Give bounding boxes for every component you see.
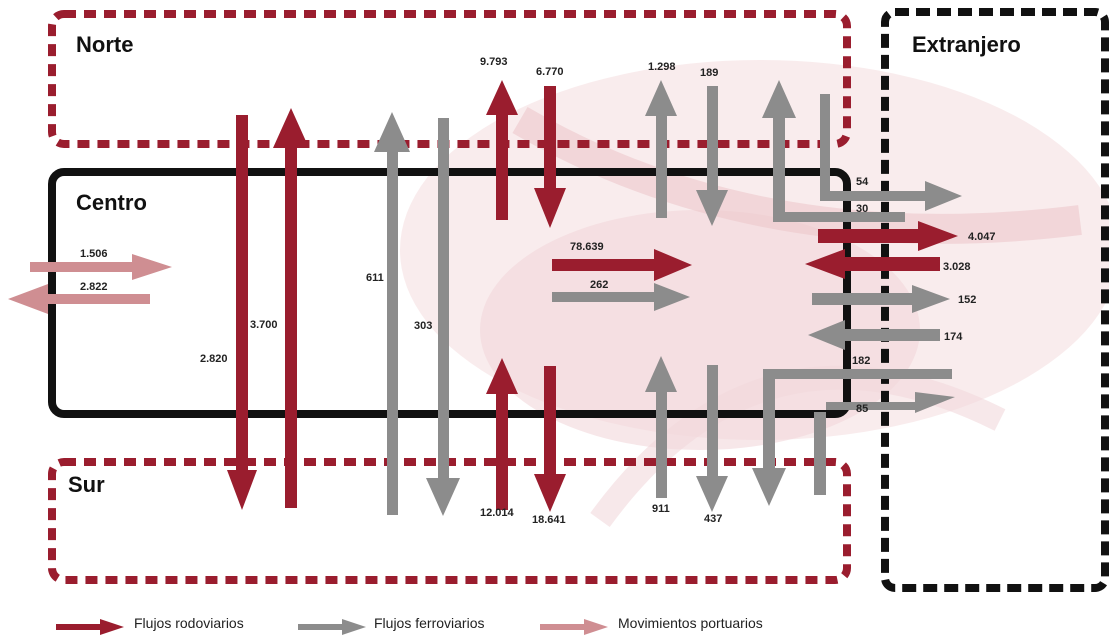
- road-arrow-6770-down: [534, 86, 566, 228]
- label-911: 911: [652, 503, 670, 515]
- region-box-sur: [48, 458, 851, 584]
- rail-arrow-611-up: [374, 112, 410, 515]
- legend-rail-arrow-icon: [298, 619, 366, 635]
- legend-rail: Flujos ferroviarios: [298, 615, 484, 635]
- label-2820: 2.820: [200, 353, 228, 365]
- road-arrow-2820-down: [227, 115, 257, 510]
- label-2822: 2.822: [80, 281, 108, 293]
- port-arrow-1506-right: [30, 254, 172, 280]
- road-arrow-3028-left: [805, 249, 940, 279]
- legend-port: Movimientos portuarios: [540, 615, 763, 635]
- rail-arrow-1298-up: [645, 80, 677, 218]
- label-78639: 78.639: [570, 241, 604, 253]
- rail-arrow-303-down: [426, 118, 460, 516]
- rail-arrow-911-up: [645, 356, 677, 498]
- region-box-norte: [48, 10, 851, 148]
- label-611: 611: [366, 272, 384, 284]
- rail-arrow-262-right: [552, 283, 690, 311]
- rail-arrow-30-up: [762, 80, 905, 222]
- label-152: 152: [958, 294, 976, 306]
- label-9793: 9.793: [480, 56, 508, 68]
- label-182: 182: [852, 355, 870, 367]
- legend-road-arrow-icon: [56, 619, 124, 635]
- road-arrow-4047-right: [818, 221, 958, 251]
- label-437: 437: [704, 513, 722, 525]
- label-4047: 4.047: [968, 231, 996, 243]
- rail-arrow-182-down: [752, 369, 952, 506]
- legend-road-label: Flujos rodoviarios: [134, 615, 244, 631]
- label-18641: 18.641: [532, 514, 566, 526]
- port-flows: [8, 254, 172, 314]
- rail-arrow-437-down: [696, 365, 728, 512]
- label-262: 262: [590, 279, 608, 291]
- label-1298: 1.298: [648, 61, 676, 73]
- legend-port-label: Movimientos portuarios: [618, 615, 763, 631]
- rail-arrow-152-right: [812, 285, 950, 313]
- road-arrow-78639-right: [552, 249, 692, 281]
- label-174: 174: [944, 331, 963, 343]
- label-85: 85: [856, 403, 868, 415]
- road-arrow-3700-up: [273, 108, 309, 508]
- label-30: 30: [856, 203, 868, 215]
- road-arrow-18641-down: [534, 366, 566, 512]
- rail-arrow-189-down: [696, 86, 728, 226]
- rail-arrow-85-right: [814, 392, 955, 495]
- flow-labels: 1.506 2.822 2.820 3.700 611 303 9.793 6.…: [80, 56, 996, 526]
- label-189: 189: [700, 67, 718, 79]
- label-54: 54: [856, 176, 869, 188]
- rail-arrow-54-right: [820, 94, 962, 211]
- label-6770: 6.770: [536, 66, 564, 78]
- legend-road: Flujos rodoviarios: [56, 615, 244, 635]
- legend-rail-label: Flujos ferroviarios: [374, 615, 484, 631]
- road-arrow-12014-up: [486, 358, 518, 510]
- label-303: 303: [414, 320, 432, 332]
- legend-port-arrow-icon: [540, 619, 608, 635]
- label-12014: 12.014: [480, 507, 515, 519]
- region-title-sur: Sur: [68, 472, 105, 497]
- region-title-norte: Norte: [76, 32, 133, 57]
- road-flows: [227, 80, 958, 512]
- label-3028: 3.028: [943, 261, 971, 273]
- label-1506: 1.506: [80, 248, 108, 260]
- region-title-centro: Centro: [76, 190, 147, 215]
- region-title-extranjero: Extranjero: [912, 32, 1021, 57]
- label-3700: 3.700: [250, 319, 278, 331]
- rail-flows: [374, 80, 962, 516]
- road-arrow-9793-up: [486, 80, 518, 220]
- rail-arrow-174-left: [808, 320, 940, 350]
- region-box-extranjero: [881, 8, 1109, 592]
- port-arrow-2822-left: [8, 284, 150, 314]
- legend: Flujos rodoviarios Flujos ferroviarios M…: [56, 615, 763, 635]
